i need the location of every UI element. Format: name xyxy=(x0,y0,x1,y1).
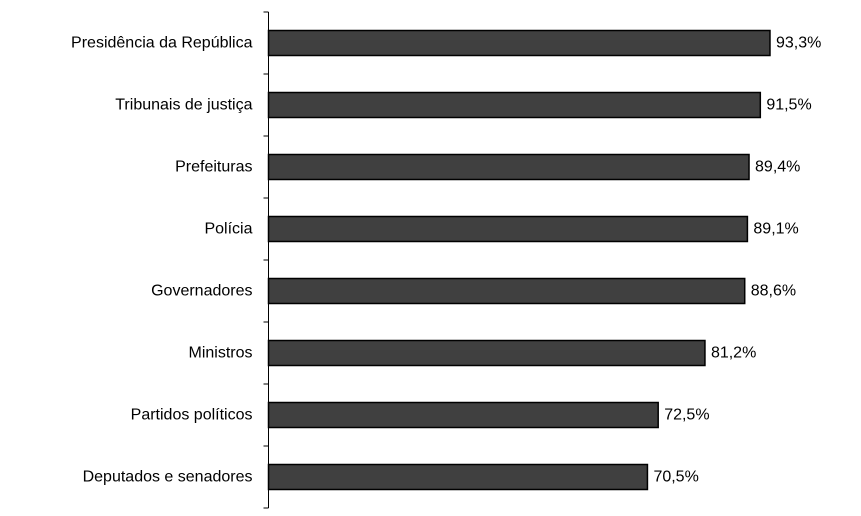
bar xyxy=(267,401,659,429)
value-labels: 93,3% 91,5% 89,4% 89,1% 88,6% 81,2% 72,5% 70,5% xyxy=(653,35,821,486)
bar xyxy=(267,91,762,119)
category-label: Polícia xyxy=(204,221,252,238)
bar xyxy=(267,339,706,367)
bar xyxy=(267,463,649,491)
bars xyxy=(267,29,771,491)
category-label: Partidos políticos xyxy=(131,407,253,424)
bar xyxy=(267,29,771,57)
category-label: Prefeituras xyxy=(175,159,252,176)
y-axis-ticks xyxy=(263,11,269,509)
value-label: 88,6% xyxy=(751,283,796,300)
value-label: 89,1% xyxy=(753,221,798,238)
value-label: 93,3% xyxy=(776,35,821,52)
value-label: 91,5% xyxy=(766,97,811,114)
category-label: Presidência da República xyxy=(71,35,253,52)
category-labels: Presidência da República Tribunais de jus… xyxy=(71,35,253,486)
category-label: Ministros xyxy=(188,345,252,362)
value-label: 72,5% xyxy=(664,407,709,424)
bar xyxy=(267,277,746,305)
value-label: 89,4% xyxy=(755,159,800,176)
value-label: 81,2% xyxy=(711,345,756,362)
bar xyxy=(267,215,749,243)
category-label: Deputados e senadores xyxy=(83,469,253,486)
category-label: Governadores xyxy=(151,283,252,300)
value-label: 70,5% xyxy=(653,469,698,486)
category-label: Tribunais de justiça xyxy=(115,97,252,114)
bar xyxy=(267,153,750,181)
